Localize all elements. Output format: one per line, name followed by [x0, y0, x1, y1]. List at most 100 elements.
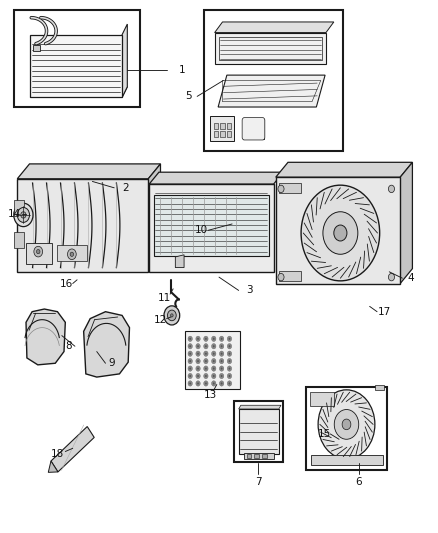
Polygon shape	[17, 164, 160, 179]
Bar	[244, 453, 274, 459]
Circle shape	[205, 338, 207, 340]
Polygon shape	[122, 24, 127, 98]
Circle shape	[204, 344, 208, 349]
Circle shape	[205, 382, 207, 384]
Bar	[210, 116, 234, 141]
Circle shape	[205, 345, 207, 348]
Bar	[30, 35, 122, 98]
Circle shape	[197, 368, 199, 369]
Circle shape	[189, 368, 191, 369]
Circle shape	[221, 353, 223, 355]
Circle shape	[212, 359, 216, 364]
Circle shape	[227, 344, 232, 349]
Circle shape	[189, 345, 191, 348]
Circle shape	[229, 382, 230, 384]
Circle shape	[219, 336, 224, 342]
Circle shape	[213, 360, 215, 362]
Bar	[279, 271, 301, 281]
Text: 2: 2	[122, 183, 128, 193]
Circle shape	[213, 375, 215, 377]
Text: 14: 14	[8, 209, 21, 220]
Polygon shape	[148, 164, 160, 272]
Bar	[227, 124, 231, 129]
Circle shape	[196, 351, 200, 357]
Circle shape	[229, 375, 230, 377]
Bar	[215, 33, 326, 64]
Circle shape	[278, 185, 284, 192]
Circle shape	[213, 353, 215, 355]
Circle shape	[389, 273, 395, 281]
Circle shape	[205, 353, 207, 355]
Circle shape	[229, 360, 230, 362]
Circle shape	[221, 375, 223, 377]
Polygon shape	[84, 312, 130, 377]
Circle shape	[17, 207, 29, 222]
Bar	[149, 184, 274, 272]
Circle shape	[213, 382, 215, 384]
Text: 8: 8	[65, 341, 72, 351]
Circle shape	[197, 345, 199, 348]
Circle shape	[167, 310, 176, 321]
Polygon shape	[149, 172, 283, 184]
Bar	[214, 124, 218, 129]
Circle shape	[212, 351, 216, 357]
Circle shape	[196, 366, 200, 371]
Circle shape	[213, 345, 215, 348]
Polygon shape	[14, 232, 24, 248]
Circle shape	[227, 381, 232, 386]
Bar	[185, 332, 240, 389]
Circle shape	[205, 368, 207, 369]
Polygon shape	[51, 426, 94, 472]
Polygon shape	[30, 87, 127, 98]
Circle shape	[197, 338, 199, 340]
Bar	[234, 401, 283, 462]
Circle shape	[212, 336, 216, 342]
Circle shape	[188, 366, 192, 371]
Bar	[375, 384, 385, 390]
Circle shape	[212, 366, 216, 371]
Circle shape	[197, 360, 199, 362]
Bar	[220, 124, 225, 129]
Text: 5: 5	[185, 91, 192, 101]
Circle shape	[196, 359, 200, 364]
Circle shape	[229, 338, 230, 340]
Text: 12: 12	[153, 314, 167, 325]
Bar	[153, 195, 269, 256]
Circle shape	[67, 249, 76, 260]
Circle shape	[197, 375, 199, 377]
Text: 6: 6	[355, 477, 362, 487]
Circle shape	[205, 360, 207, 362]
Text: 1: 1	[179, 65, 185, 75]
Circle shape	[227, 351, 232, 357]
Circle shape	[219, 366, 224, 371]
Circle shape	[213, 338, 215, 340]
Circle shape	[164, 306, 180, 325]
Circle shape	[197, 353, 199, 355]
Circle shape	[197, 382, 199, 384]
Circle shape	[227, 359, 232, 364]
Circle shape	[205, 375, 207, 377]
Polygon shape	[276, 163, 413, 177]
Bar	[57, 245, 87, 261]
Circle shape	[189, 382, 191, 384]
Circle shape	[188, 336, 192, 342]
Circle shape	[219, 381, 224, 386]
Circle shape	[189, 360, 191, 362]
Circle shape	[221, 368, 223, 369]
Circle shape	[219, 373, 224, 378]
Circle shape	[219, 359, 224, 364]
Circle shape	[170, 314, 173, 317]
Circle shape	[278, 273, 284, 281]
Text: 4: 4	[408, 273, 414, 283]
Text: 9: 9	[109, 358, 115, 368]
Polygon shape	[400, 163, 413, 284]
Circle shape	[21, 212, 26, 218]
Circle shape	[188, 373, 192, 378]
Circle shape	[189, 353, 191, 355]
Text: 7: 7	[255, 477, 261, 487]
Bar	[239, 409, 279, 454]
Text: 11: 11	[158, 293, 171, 303]
Circle shape	[227, 366, 232, 371]
Bar	[262, 454, 267, 458]
Bar	[227, 132, 231, 137]
